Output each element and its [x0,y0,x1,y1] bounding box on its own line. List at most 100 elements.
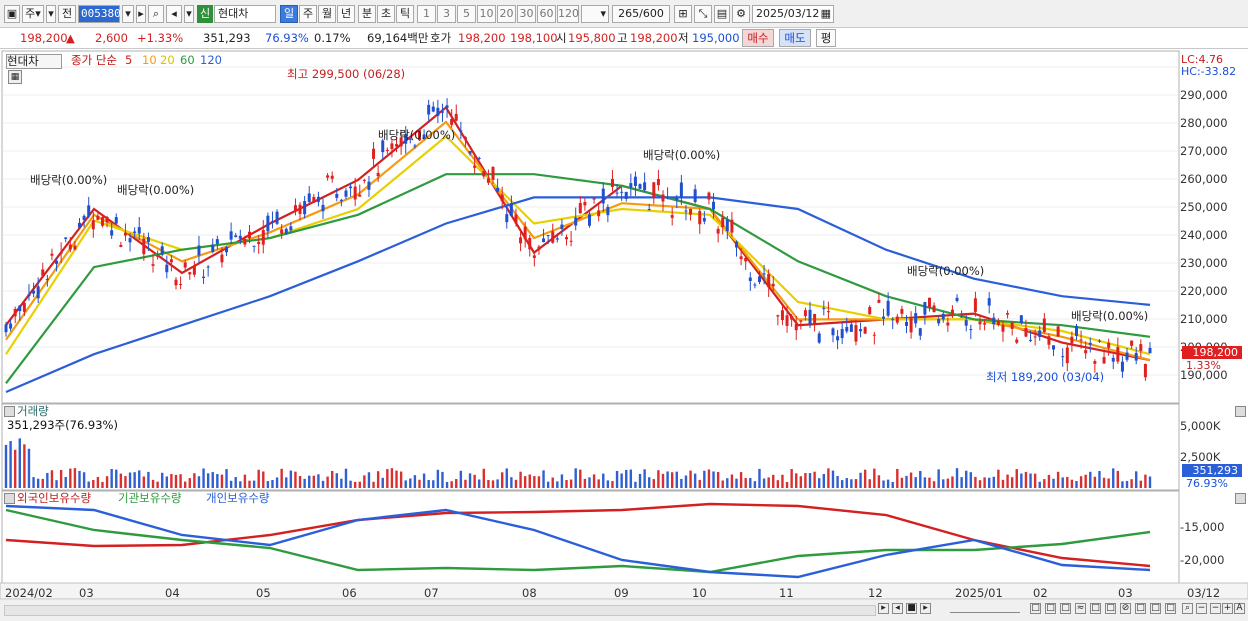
candle-body [1139,344,1143,351]
average-button[interactable]: 평 [816,29,836,47]
interval-10[interactable]: 10 [477,5,496,23]
sell-button[interactable]: 매도 [779,29,811,47]
speaker-icon[interactable]: ◂ [166,5,182,23]
candle-body [1143,363,1147,378]
volume-bar [698,479,701,488]
stock-chart[interactable] [0,49,1248,621]
tool-icon[interactable]: □ [1060,603,1071,614]
tool-icon[interactable]: □ [1165,603,1176,614]
candle-body [463,137,467,140]
zoom-out-icon[interactable]: − [1196,603,1207,614]
plus-icon[interactable]: + [1222,603,1233,614]
candle-body [624,191,628,199]
candle-body [822,308,826,310]
candle-body [404,134,408,144]
stock-label[interactable]: 현대차 [6,54,62,69]
volume-bar [1020,473,1023,488]
save-icon[interactable]: ▤ [714,5,730,23]
tool-icon[interactable]: ⊘ [1120,603,1131,614]
x-label: 10 [692,586,707,600]
date-field[interactable]: 2025/03/12 ▦ [752,5,834,23]
count-field[interactable]: 265/600 [612,5,670,23]
volume-ratio: 76.93% [265,31,309,45]
arrow-icon[interactable]: ▾ [46,5,56,23]
volume-bar [845,478,848,488]
candle-icon[interactable]: ⊞ [674,5,692,23]
period-tab-month[interactable]: 월 [318,5,336,23]
draw-icon[interactable]: ⤡ [694,5,712,23]
search-icon[interactable]: ⌕ [1182,603,1193,614]
volume-bar [206,473,210,488]
candle-body [468,151,472,154]
holding-panel-toggle-icon[interactable] [4,493,15,504]
volume-bar [813,471,816,488]
tool-icon[interactable]: □ [1150,603,1161,614]
period-tab-tick[interactable]: 틱 [396,5,414,23]
rewind-icon[interactable]: ◂ [892,603,903,614]
minus-icon[interactable]: − [1210,603,1221,614]
volume-bar [974,476,977,488]
interval-60[interactable]: 60 [537,5,556,23]
speaker-dropdown-icon[interactable]: ▾ [184,5,194,23]
tool-icon[interactable]: □ [1090,603,1101,614]
volume-bar [404,480,407,488]
period-tab-day[interactable]: 일 [280,5,298,23]
volume-bar [46,472,49,488]
volume-close-icon[interactable] [1235,406,1246,417]
scroll-right-icon[interactable]: ▸ [878,603,889,614]
interval-30[interactable]: 30 [517,5,536,23]
x-label: 04 [165,586,180,600]
period-tab-week[interactable]: 주 [299,5,317,23]
candle-body [684,210,688,212]
tool-icon[interactable]: □ [1030,603,1041,614]
tool-icon[interactable]: □ [1105,603,1116,614]
interval-3[interactable]: 3 [437,5,456,23]
y-tick: 210,000 [1180,312,1228,326]
period-tab-year[interactable]: 년 [337,5,355,23]
candle-body [349,186,353,189]
candle-body [712,201,716,210]
code-arrow-icon[interactable]: ▸ [136,5,146,23]
code-dropdown-icon[interactable]: ▾ [122,5,134,23]
period-tab-second[interactable]: 초 [377,5,395,23]
candle-body [385,149,389,151]
search-icon[interactable]: ⌕ [148,5,164,23]
zoom-slider[interactable] [950,606,1020,613]
interval-120[interactable]: 120 [557,5,579,23]
trade-amount: 69,164백만 [367,31,429,45]
table-icon[interactable]: ▦ [8,70,22,84]
period-tab-minute[interactable]: 분 [358,5,376,23]
volume-bar [772,474,775,488]
chart-settings-icon[interactable]: ▣ [4,5,20,23]
candle-body [41,269,45,276]
tool-icon[interactable]: □ [1045,603,1056,614]
candle-body [293,205,297,212]
volume-bar [569,479,573,488]
volume-bar [349,480,352,488]
font-size-icon[interactable]: A [1234,603,1245,614]
period-select[interactable]: 전 [58,5,76,23]
forward-icon[interactable]: ▸ [920,603,931,614]
holding-close-icon[interactable] [1235,493,1246,504]
calendar-icon[interactable]: ▦ [820,7,831,20]
buy-button[interactable]: 매수 [742,29,774,47]
tool-icon[interactable]: □ [1135,603,1146,614]
stock-name-field[interactable]: 현대차 [214,5,276,23]
tool-icon[interactable]: ≈ [1075,603,1086,614]
volume-bar [262,471,265,488]
interval-dropdown[interactable]: ▾ [581,5,609,23]
candle-body [275,211,279,224]
volume-bar [142,476,146,488]
stock-code-input[interactable]: 005380 [78,5,121,23]
interval-5[interactable]: 5 [457,5,476,23]
scrollbar-track[interactable] [4,605,876,616]
interval-20[interactable]: 20 [497,5,516,23]
candle-body [486,178,490,183]
candle-body [689,208,693,215]
gear-icon[interactable]: ⚙ [732,5,750,23]
interval-1[interactable]: 1 [417,5,436,23]
chart-type-select[interactable]: 주▾ [22,5,44,23]
volume-panel-toggle-icon[interactable] [4,406,15,417]
stop-icon[interactable]: ■ [906,603,917,614]
volume-bar [455,479,458,488]
